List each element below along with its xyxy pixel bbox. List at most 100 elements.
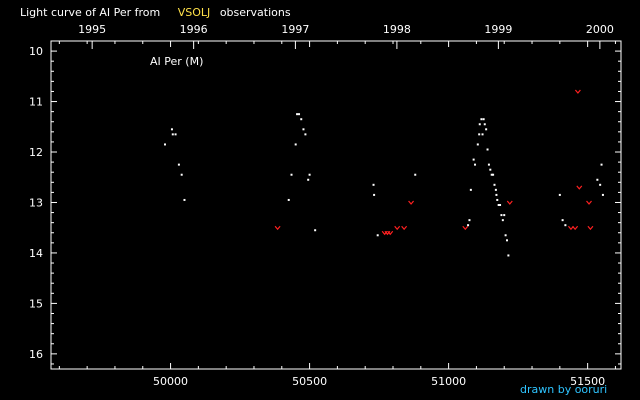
magnitude-point: [501, 219, 504, 222]
magnitude-point: [373, 193, 376, 196]
year-tick-label: 1999: [484, 23, 512, 36]
x-tick-label: 51000: [431, 375, 466, 388]
fainter-than-point: [574, 89, 581, 94]
magnitude-point: [308, 173, 311, 176]
magnitude-point: [468, 219, 471, 222]
fainter-than-point: [387, 230, 394, 236]
year-tick-label: 1998: [383, 23, 411, 36]
magnitude-point: [486, 148, 489, 151]
fainter-than-point: [586, 200, 592, 205]
fainter-than-point: [506, 200, 513, 205]
magnitude-point: [599, 183, 602, 186]
magnitude-point: [480, 118, 483, 121]
magnitude-point: [467, 224, 470, 227]
magnitude-point: [472, 158, 475, 161]
magnitude-point: [507, 254, 510, 257]
year-tick-label: 1997: [281, 23, 309, 36]
fainter-than-point: [462, 225, 469, 231]
magnitude-point: [499, 204, 502, 206]
magnitude-point: [596, 178, 599, 181]
magnitude-point: [490, 173, 493, 176]
magnitude-point: [495, 193, 498, 196]
magnitude-point: [294, 143, 297, 146]
magnitude-point: [300, 118, 303, 121]
magnitude-point: [372, 183, 375, 186]
magnitude-point: [497, 204, 500, 206]
fainter-than-point: [576, 185, 583, 190]
magnitude-point: [307, 178, 310, 181]
magnitude-point: [164, 143, 166, 146]
y-tick-label: 14: [29, 247, 43, 260]
y-tick-label: 11: [29, 96, 43, 109]
fainter-than-point: [587, 225, 594, 231]
magnitude-point: [177, 163, 180, 166]
magnitude-point: [170, 128, 173, 131]
magnitude-point: [489, 168, 492, 171]
x-tick-label: 51500: [570, 375, 605, 388]
magnitude-point: [469, 188, 472, 191]
x-tick-label: 50000: [153, 375, 188, 388]
magnitude-point: [296, 113, 299, 116]
magnitude-point: [414, 173, 417, 176]
magnitude-point: [504, 234, 507, 237]
magnitude-point: [376, 234, 379, 237]
magnitude-point: [494, 188, 497, 191]
magnitude-point: [314, 229, 317, 232]
magnitude-point: [483, 123, 486, 126]
magnitude-point: [500, 214, 503, 217]
chart-title: Light curve of AI Per from VSOLJ observa…: [20, 6, 291, 19]
magnitude-point: [506, 239, 508, 242]
title-suffix: observations: [220, 6, 291, 19]
magnitude-point: [287, 198, 290, 201]
credit-label: drawn by ooruri: [520, 383, 607, 396]
title-source: VSOLJ: [178, 6, 211, 19]
y-tick-label: 12: [29, 146, 43, 159]
magnitude-point: [482, 118, 485, 121]
magnitude-point: [561, 219, 564, 222]
magnitude-point: [476, 143, 479, 146]
fainter-than-point: [567, 225, 574, 231]
magnitude-point: [492, 173, 495, 176]
fainter-than-point: [394, 225, 401, 231]
fainter-than-point: [408, 200, 415, 205]
y-tick-label: 15: [29, 297, 43, 310]
title-prefix: Light curve of AI Per from: [20, 6, 160, 19]
fainter-than-point: [572, 225, 579, 231]
magnitude-point: [174, 133, 177, 136]
magnitude-point: [503, 214, 506, 217]
data-points: [164, 89, 604, 257]
object-label: AI Per (M): [150, 55, 203, 68]
magnitude-point: [485, 128, 488, 131]
plot-frame: [50, 40, 622, 370]
year-tick-label: 1995: [78, 23, 106, 36]
magnitude-point: [564, 224, 567, 227]
y-tick-label: 16: [29, 348, 43, 361]
magnitude-point: [487, 163, 490, 166]
y-tick-label: 10: [29, 45, 43, 58]
magnitude-point: [298, 113, 301, 116]
axis-ticks: [51, 40, 621, 369]
magnitude-point: [478, 123, 481, 126]
magnitude-point: [474, 163, 477, 166]
magnitude-point: [496, 198, 499, 201]
magnitude-point: [183, 198, 186, 201]
x-tick-labels: 50000 50500 51000 51500: [153, 375, 605, 388]
magnitude-point: [600, 163, 603, 166]
magnitude-point: [478, 133, 481, 136]
magnitude-point: [304, 133, 307, 136]
fainter-than-point: [401, 225, 408, 231]
magnitude-point: [180, 173, 183, 176]
magnitude-point: [601, 193, 604, 196]
magnitude-point: [302, 128, 305, 131]
year-tick-label: 2000: [586, 23, 614, 36]
year-tick-labels: 1995 1996 1997 1998 1999 2000: [78, 23, 614, 36]
y-tick-label: 13: [29, 196, 43, 209]
magnitude-point: [493, 183, 496, 186]
magnitude-point: [481, 133, 484, 136]
fainter-than-point: [274, 225, 281, 231]
y-tick-labels: 10 11 12 13 14 15 16: [29, 45, 43, 361]
magnitude-point: [290, 173, 293, 176]
x-tick-label: 50500: [292, 375, 327, 388]
